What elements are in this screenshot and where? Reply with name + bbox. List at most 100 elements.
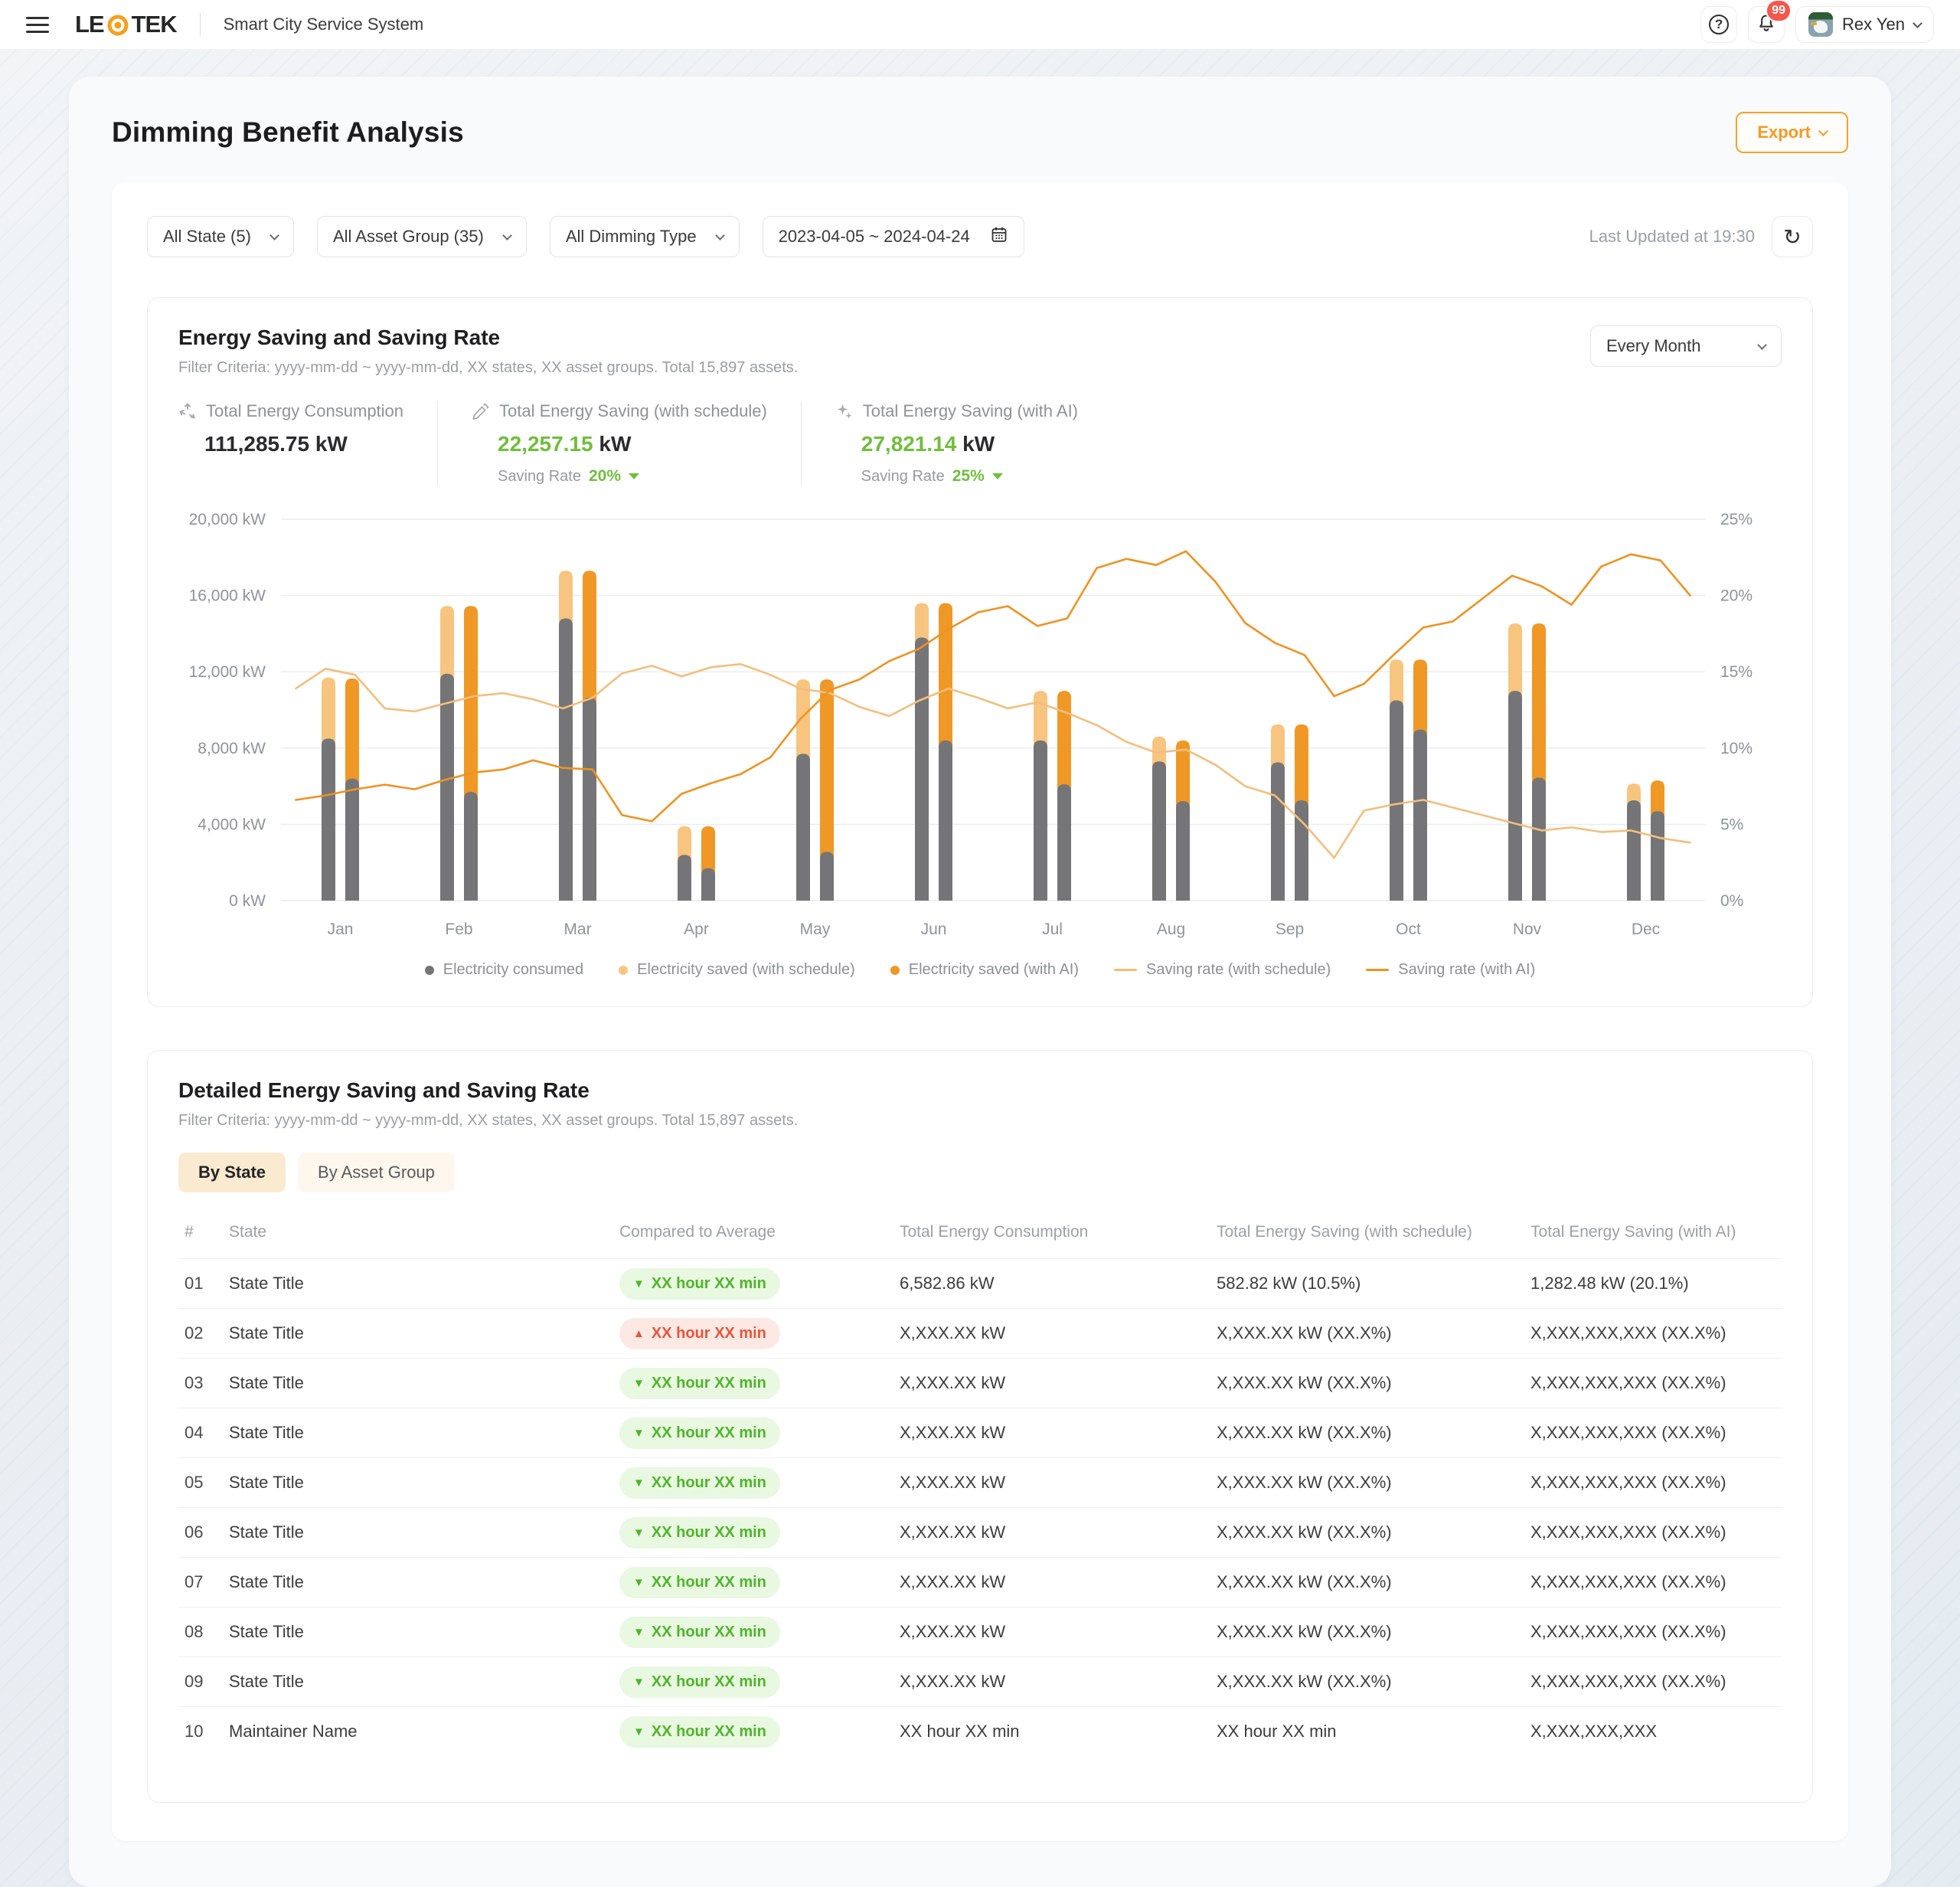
row-consumption: XX hour XX min bbox=[900, 1722, 1020, 1741]
legend-dot-swatch bbox=[890, 965, 900, 975]
row-compared-cell: ▼ XX hour XX min bbox=[619, 1616, 900, 1648]
trend-text: XX hour XX min bbox=[651, 1573, 766, 1591]
row-saving-schedule: X,XXX.XX kW (XX.X%) bbox=[1217, 1572, 1392, 1591]
row-state-name: Maintainer Name bbox=[229, 1722, 358, 1741]
legend-item[interactable]: Saving rate (with schedule) bbox=[1114, 961, 1331, 979]
svg-text:Aug: Aug bbox=[1157, 921, 1185, 938]
stats-row: Total Energy Consumption 111,285.75 kW T… bbox=[178, 401, 1782, 486]
tab-by-asset-group[interactable]: By Asset Group bbox=[298, 1153, 455, 1192]
user-menu[interactable]: Rex Yen bbox=[1795, 6, 1934, 43]
row-saving-schedule: X,XXX.XX kW (XX.X%) bbox=[1217, 1622, 1392, 1641]
row-index: 09 bbox=[185, 1672, 204, 1691]
row-consumption: 6,582.86 kW bbox=[900, 1274, 995, 1293]
legend-item[interactable]: Saving rate (with AI) bbox=[1366, 961, 1535, 979]
legend-line-swatch bbox=[1114, 969, 1138, 971]
refresh-icon: ↻ bbox=[1783, 224, 1802, 249]
tab-by-state[interactable]: By State bbox=[178, 1153, 286, 1192]
row-saving-schedule: X,XXX.XX kW (XX.X%) bbox=[1217, 1672, 1392, 1691]
stat-label: Total Energy Consumption bbox=[206, 401, 404, 420]
row-saving-ai: X,XXX,XXX,XXX (XX.X%) bbox=[1530, 1672, 1726, 1691]
trend-pill: ▼ XX hour XX min bbox=[619, 1367, 780, 1399]
notifications-button[interactable]: 99 bbox=[1748, 0, 1792, 43]
legend-item[interactable]: Electricity consumed bbox=[424, 961, 584, 979]
table-row[interactable]: 02 State Title ▲ XX hour XX min X,XXX.XX kW X… bbox=[178, 1308, 1782, 1358]
row-state-name: State Title bbox=[229, 1274, 304, 1293]
user-name: Rex Yen bbox=[1842, 15, 1905, 34]
calendar-icon bbox=[990, 225, 1008, 248]
svg-text:Jan: Jan bbox=[328, 921, 354, 938]
svg-text:15%: 15% bbox=[1720, 663, 1753, 681]
table-row[interactable]: 03 State Title ▼ XX hour XX min X,XXX.XX kW X… bbox=[178, 1358, 1782, 1408]
trend-up-icon: ▲ bbox=[633, 1326, 645, 1340]
notification-badge: 99 bbox=[1766, 0, 1792, 22]
trend-pill: ▼ XX hour XX min bbox=[619, 1267, 780, 1300]
asset-group-filter-select[interactable]: All Asset Group (35) bbox=[316, 216, 527, 257]
saving-rate-toggle[interactable]: Saving Rate 25% bbox=[861, 467, 1078, 486]
legend-label: Electricity saved (with schedule) bbox=[637, 961, 855, 978]
caret-down-icon bbox=[629, 473, 640, 479]
legend-item[interactable]: Electricity saved (with schedule) bbox=[619, 961, 855, 979]
trend-down-icon: ▼ bbox=[633, 1526, 645, 1539]
trend-text: XX hour XX min bbox=[651, 1523, 766, 1541]
help-button[interactable]: ? bbox=[1700, 6, 1738, 43]
saving-rate-toggle[interactable]: Saving Rate 20% bbox=[498, 467, 767, 486]
row-index: 03 bbox=[185, 1373, 204, 1392]
stat-total-consumption: Total Energy Consumption 111,285.75 kW bbox=[178, 401, 437, 486]
table-row[interactable]: 05 State Title ▼ XX hour XX min X,XXX.XX kW X… bbox=[178, 1457, 1782, 1507]
trend-down-icon: ▼ bbox=[633, 1675, 645, 1689]
state-filter-select[interactable]: All State (5) bbox=[147, 216, 294, 257]
caret-down-icon bbox=[991, 473, 1003, 479]
svg-text:5%: 5% bbox=[1720, 816, 1743, 833]
row-state-name: State Title bbox=[229, 1622, 304, 1641]
svg-text:0 kW: 0 kW bbox=[229, 892, 266, 910]
hamburger-menu-icon[interactable] bbox=[26, 16, 49, 33]
table-card-title: Detailed Energy Saving and Saving Rate bbox=[178, 1078, 590, 1102]
row-state-name: State Title bbox=[229, 1423, 304, 1442]
row-saving-schedule: XX hour XX min bbox=[1217, 1722, 1337, 1741]
table-row[interactable]: 10 Maintainer Name ▼ XX hour XX min XX hour … bbox=[178, 1706, 1782, 1756]
export-button[interactable]: Export bbox=[1736, 112, 1848, 153]
chart-canvas: 0 kW 0% 4,000 kW 5% 8,000 kW 10% 12,000 kW 15% 1… bbox=[189, 511, 1753, 938]
table-row[interactable]: 08 State Title ▼ XX hour XX min X,XXX.XX kW X… bbox=[178, 1607, 1782, 1656]
svg-text:Nov: Nov bbox=[1513, 921, 1542, 938]
table-row[interactable]: 06 State Title ▼ XX hour XX min X,XXX.XX kW X… bbox=[178, 1507, 1782, 1557]
dimming-type-filter-value: All Dimming Type bbox=[565, 227, 697, 246]
user-avatar bbox=[1808, 12, 1834, 37]
logo-target-icon bbox=[106, 12, 130, 37]
table-row[interactable]: 09 State Title ▼ XX hour XX min X,XXX.XX kW X… bbox=[178, 1656, 1782, 1706]
dimming-type-filter-select[interactable]: All Dimming Type bbox=[549, 216, 740, 257]
svg-text:May: May bbox=[800, 921, 831, 938]
saving-rate-label: Saving Rate bbox=[498, 467, 581, 485]
trend-down-icon: ▼ bbox=[633, 1575, 645, 1589]
row-compared-cell: ▼ XX hour XX min bbox=[619, 1566, 900, 1598]
page-title: Dimming Benefit Analysis bbox=[112, 116, 464, 148]
trend-pill: ▼ XX hour XX min bbox=[619, 1467, 780, 1499]
table-row[interactable]: 01 State Title ▼ XX hour XX min 6,582.86 kW 5… bbox=[178, 1258, 1782, 1308]
table-row[interactable]: 04 State Title ▼ XX hour XX min X,XXX.XX kW X… bbox=[178, 1408, 1782, 1457]
legend-item[interactable]: Electricity saved (with AI) bbox=[890, 961, 1079, 979]
stat-value: 22,257.15 bbox=[498, 432, 593, 456]
detailed-table-card: Detailed Energy Saving and Saving Rate F… bbox=[147, 1050, 1813, 1803]
chart-card-title: Energy Saving and Saving Rate bbox=[178, 325, 501, 349]
row-saving-schedule: X,XXX.XX kW (XX.X%) bbox=[1217, 1423, 1392, 1442]
date-range-picker[interactable]: 2023-04-05 ~ 2024-04-24 bbox=[762, 216, 1024, 257]
trend-pill: ▼ XX hour XX min bbox=[619, 1715, 780, 1748]
table-row[interactable]: 07 State Title ▼ XX hour XX min X,XXX.XX kW X… bbox=[178, 1557, 1782, 1607]
interval-select[interactable]: Every Month bbox=[1590, 325, 1782, 367]
table-tabs: By State By Asset Group bbox=[178, 1153, 1782, 1192]
trend-down-icon: ▼ bbox=[633, 1376, 645, 1390]
trend-text: XX hour XX min bbox=[651, 1473, 766, 1491]
recycle-icon bbox=[178, 402, 197, 420]
svg-text:20%: 20% bbox=[1720, 587, 1753, 605]
refresh-button[interactable]: ↻ bbox=[1772, 216, 1813, 257]
top-navbar: LE TEK Smart City Service System ? 99 Re… bbox=[0, 0, 1960, 49]
row-index: 01 bbox=[185, 1274, 204, 1293]
row-saving-ai: X,XXX,XXX,XXX (XX.X%) bbox=[1530, 1373, 1726, 1392]
stat-value: 27,821.14 bbox=[861, 432, 957, 456]
row-index: 08 bbox=[185, 1622, 204, 1641]
legend-label: Electricity consumed bbox=[443, 961, 584, 978]
svg-text:4,000 kW: 4,000 kW bbox=[198, 816, 266, 833]
svg-text:10%: 10% bbox=[1720, 740, 1753, 757]
col-header-saving-schedule: Total Energy Saving (with schedule) bbox=[1217, 1223, 1472, 1241]
saving-rate-value: 25% bbox=[952, 467, 985, 485]
